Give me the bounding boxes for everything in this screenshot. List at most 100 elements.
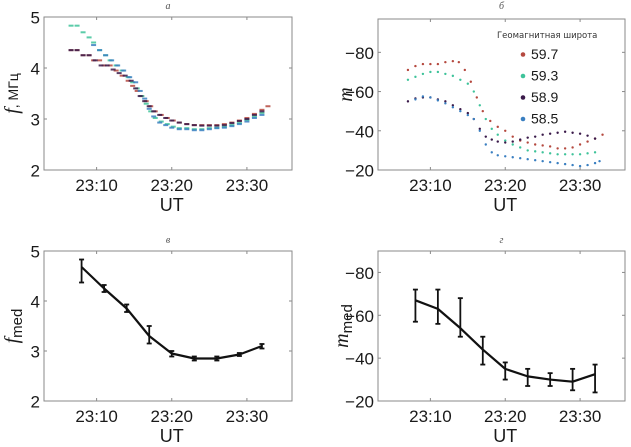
- data-point: [244, 120, 250, 123]
- data-point: [91, 41, 97, 44]
- data-point: [148, 110, 154, 113]
- y-tick-label: −20: [345, 162, 374, 181]
- y-tick-label: −40: [345, 122, 374, 141]
- data-point: [214, 124, 220, 127]
- data-point: [146, 105, 152, 108]
- legend-entry: 59.3: [531, 68, 558, 84]
- y-axis-label: fmed: [1, 309, 26, 344]
- data-point: [142, 97, 148, 100]
- data-point: [451, 106, 455, 109]
- x-tick-label: 23:20: [484, 407, 527, 426]
- data-point: [133, 87, 139, 90]
- data-point: [127, 76, 133, 79]
- data-point: [176, 127, 182, 130]
- data-point: [511, 143, 514, 146]
- data-point: [259, 113, 265, 116]
- data-point: [115, 64, 121, 67]
- y-tick-label: 2: [31, 393, 40, 412]
- data-point: [586, 134, 589, 137]
- data-point: [548, 160, 552, 164]
- data-point: [496, 154, 499, 157]
- series-59.3: [68, 24, 265, 131]
- y-axis-unit: , МГц: [5, 73, 21, 108]
- data-point: [98, 64, 104, 67]
- data-point: [107, 64, 113, 67]
- data-point: [556, 131, 559, 134]
- data-point: [406, 100, 410, 103]
- data-point: [444, 72, 447, 76]
- data-point: [251, 115, 257, 118]
- y-axis-label: f, МГц: [1, 73, 23, 114]
- error-bar: [525, 367, 531, 387]
- y-axis-symbol: f: [1, 106, 23, 114]
- error-bar: [570, 367, 576, 392]
- data-point: [125, 79, 131, 82]
- data-point: [526, 158, 529, 161]
- data-point: [533, 150, 537, 153]
- data-point: [163, 116, 169, 119]
- data-point: [436, 70, 440, 74]
- data-point: [142, 100, 148, 103]
- y-tick-label: 2: [31, 162, 40, 181]
- data-point: [451, 104, 455, 107]
- legend-entry: 58.9: [531, 89, 558, 105]
- data-point: [236, 122, 242, 125]
- data-point: [466, 113, 470, 117]
- y-axis-symbol: m: [335, 87, 357, 101]
- error-bar: [79, 258, 85, 284]
- data-point: [414, 98, 417, 101]
- data-point: [146, 107, 152, 110]
- data-point: [236, 123, 242, 126]
- data-point: [74, 49, 80, 52]
- y-axis-symbol: m: [331, 333, 353, 347]
- data-point: [199, 129, 205, 132]
- y-axis-label: m: [335, 87, 357, 101]
- data-point: [110, 68, 116, 71]
- data-point: [214, 127, 220, 130]
- data-point: [571, 146, 574, 149]
- series-58.5: [414, 95, 601, 168]
- data-point: [229, 122, 235, 125]
- data-point: [429, 62, 432, 66]
- data-point: [504, 139, 507, 142]
- error-bar: [146, 325, 152, 345]
- panel-label: в: [166, 235, 171, 246]
- series-58.9: [68, 49, 265, 127]
- data-point: [157, 121, 163, 124]
- data-point: [593, 151, 597, 154]
- data-point: [97, 59, 103, 62]
- data-point: [244, 119, 250, 122]
- data-point: [251, 112, 257, 115]
- panel-label: а: [166, 1, 171, 12]
- x-tick-label: 23:10: [409, 407, 452, 426]
- data-point: [421, 62, 425, 66]
- data-point: [116, 72, 122, 75]
- y-axis-label: mmed: [331, 304, 356, 348]
- data-point: [191, 124, 197, 127]
- data-point: [563, 162, 567, 166]
- data-point: [526, 141, 529, 144]
- x-tick-label: 23:30: [559, 407, 602, 426]
- data-point: [406, 78, 410, 81]
- data-point: [593, 137, 597, 140]
- data-point: [469, 80, 473, 83]
- data-point: [101, 64, 107, 67]
- x-axis-label: UT: [493, 426, 517, 446]
- data-point: [421, 95, 425, 98]
- data-point: [563, 130, 567, 133]
- data-point: [164, 123, 170, 126]
- data-point: [74, 24, 80, 27]
- data-point: [526, 149, 529, 152]
- data-point: [151, 115, 157, 118]
- series-58.9: [406, 96, 597, 144]
- data-point: [152, 116, 158, 119]
- data-point: [490, 138, 493, 141]
- data-point: [556, 147, 559, 150]
- y-axis-subscript: med: [339, 304, 356, 333]
- data-point: [184, 123, 190, 126]
- data-point: [478, 104, 481, 107]
- data-point: [103, 54, 109, 57]
- y-tick-label: −60: [345, 307, 374, 326]
- data-point: [571, 153, 574, 156]
- data-point: [496, 140, 499, 143]
